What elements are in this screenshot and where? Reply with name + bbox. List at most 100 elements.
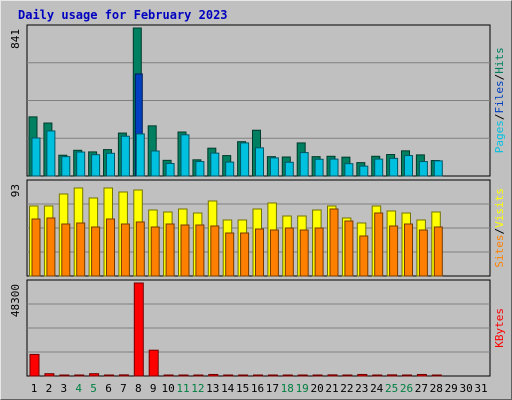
- kbytes-panel-bar-kbytes: [416, 373, 427, 377]
- visits-panel-bar-sites: [433, 226, 443, 277]
- hits-panel-bar-pages: [329, 158, 339, 177]
- hits-panel-bar-pages: [269, 157, 279, 177]
- x-tick-label: 28: [430, 382, 443, 395]
- kbytes-panel-bar-kbytes: [372, 374, 383, 377]
- hits-panel-series-label: Pages/Files/Hits: [493, 47, 506, 153]
- x-tick-label: 19: [296, 382, 309, 395]
- kbytes-panel-bar-kbytes: [74, 374, 85, 377]
- x-tick-label: 20: [310, 382, 323, 395]
- x-tick-label: 15: [236, 382, 249, 395]
- x-tick-label: 17: [266, 382, 279, 395]
- hits-panel-bar-pages: [344, 163, 354, 177]
- kbytes-panel-bar-kbytes: [89, 373, 100, 377]
- kbytes-panel-bar-kbytes: [253, 374, 263, 377]
- visits-panel-bar-sites: [269, 229, 279, 277]
- hits-panel-bar-pages: [433, 160, 443, 177]
- x-tick-label: 9: [150, 382, 157, 395]
- visits-panel-bar-sites: [225, 232, 235, 277]
- x-tick-label: 8: [135, 382, 142, 395]
- hits-panel-bar-pages: [46, 130, 56, 177]
- x-tick-label: 14: [221, 382, 235, 395]
- x-tick-label: 16: [251, 382, 264, 395]
- hits-panel-bar-pages: [374, 158, 384, 177]
- hits-panel-bar-pages: [210, 152, 220, 177]
- visits-panel-bar-sites: [210, 225, 220, 277]
- kbytes-panel-bar-kbytes: [267, 374, 278, 377]
- kbytes-panel-bar-kbytes: [29, 353, 40, 377]
- x-tick-label: 6: [105, 382, 112, 395]
- visits-panel-bar-sites: [120, 223, 130, 277]
- hits-panel-bar-pages: [135, 133, 145, 177]
- hits-panel-series-label-part: Files: [493, 80, 506, 113]
- x-tick-label: 22: [340, 382, 353, 395]
- hits-panel-bar-pages: [299, 152, 309, 177]
- x-tick-label: 23: [355, 382, 368, 395]
- visits-panel-series-label-part: /: [493, 228, 506, 235]
- visits-panel-bar-sites: [135, 221, 145, 277]
- visits-panel-bar-sites: [76, 222, 86, 277]
- visits-panel-bar-sites: [344, 220, 354, 277]
- visits-panel-bar-sites: [91, 226, 101, 277]
- hits-panel-bar-pages: [255, 147, 264, 177]
- hits-panel-series-label-part: /: [493, 74, 506, 81]
- kbytes-panel-bar-kbytes: [297, 374, 308, 377]
- kbytes-panel-scale-label: 48300: [9, 284, 22, 317]
- kbytes-panel-bar-kbytes: [387, 374, 398, 377]
- hits-panel-bar-pages: [195, 161, 205, 177]
- x-tick-label: 18: [281, 382, 294, 395]
- visits-panel-bar-sites: [150, 226, 160, 277]
- visits-panel-bar-sites: [314, 227, 324, 277]
- x-tick-label: 7: [120, 382, 127, 395]
- hits-panel-bar-pages: [284, 161, 294, 177]
- kbytes-panel-bar-kbytes: [327, 374, 338, 377]
- hits-panel-series-label-part: Pages: [493, 120, 506, 153]
- x-tick-label: 24: [370, 382, 384, 395]
- visits-panel-bar-sites: [195, 224, 205, 277]
- hits-panel-bar-pages: [61, 156, 71, 177]
- kbytes-panel-bar-kbytes: [342, 374, 353, 377]
- x-tick-label: 4: [75, 382, 82, 395]
- x-tick-label: 13: [206, 382, 219, 395]
- x-tick-label: 30: [459, 382, 472, 395]
- x-tick-label: 26: [400, 382, 413, 395]
- x-tick-label: 1: [31, 382, 38, 395]
- kbytes-panel-bar-kbytes: [44, 373, 55, 377]
- visits-panel-bar-sites: [106, 218, 115, 277]
- kbytes-panel-bar-kbytes: [133, 282, 144, 377]
- kbytes-panel-bar-kbytes: [208, 373, 219, 377]
- visits-panel-series-label: Sites/Visits: [493, 188, 506, 268]
- hits-panel-bar-pages: [180, 134, 190, 177]
- chart-title: Daily usage for February 2023: [18, 8, 228, 22]
- x-tick-label: 25: [385, 382, 398, 395]
- kbytes-panel-bar-kbytes: [312, 374, 323, 377]
- hits-panel-bar-pages: [91, 154, 101, 177]
- x-tick-label: 31: [474, 382, 487, 395]
- hits-panel-bar-pages: [120, 135, 130, 177]
- x-tick-label: 2: [46, 382, 53, 395]
- visits-panel-bar-sites: [31, 218, 41, 277]
- kbytes-panel-bar-kbytes: [402, 374, 412, 377]
- hits-panel-series-label-part: Hits: [493, 47, 506, 74]
- x-tick-label: 3: [60, 382, 67, 395]
- hits-panel-bar-pages: [225, 161, 235, 177]
- hits-panel-series-label-part: /: [493, 114, 506, 121]
- visits-panel-bar-sites: [389, 225, 399, 277]
- hits-panel-scale-label: 841: [9, 29, 22, 49]
- visits-panel-bar-sites: [46, 217, 56, 277]
- visits-panel-bar-sites: [284, 227, 294, 277]
- hits-panel-bar-pages: [240, 142, 250, 177]
- x-tick-label: 10: [161, 382, 174, 395]
- visits-panel-series-label-part: Visits: [493, 188, 506, 228]
- hits-panel-bar-pages: [418, 161, 428, 177]
- kbytes-panel-bar-kbytes: [282, 374, 293, 377]
- kbytes-panel-bar-kbytes: [431, 374, 442, 377]
- visits-panel-bar-sites: [329, 208, 339, 277]
- x-tick-label: 5: [90, 382, 97, 395]
- hits-panel-bar-pages: [389, 157, 399, 177]
- hits-panel-bar-pages: [165, 163, 175, 177]
- visits-panel-series-label-part: Sites: [493, 234, 506, 267]
- kbytes-panel-bar-kbytes: [238, 374, 249, 377]
- visits-panel-bar-sites: [374, 212, 384, 277]
- visits-panel-bar-sites: [240, 232, 250, 277]
